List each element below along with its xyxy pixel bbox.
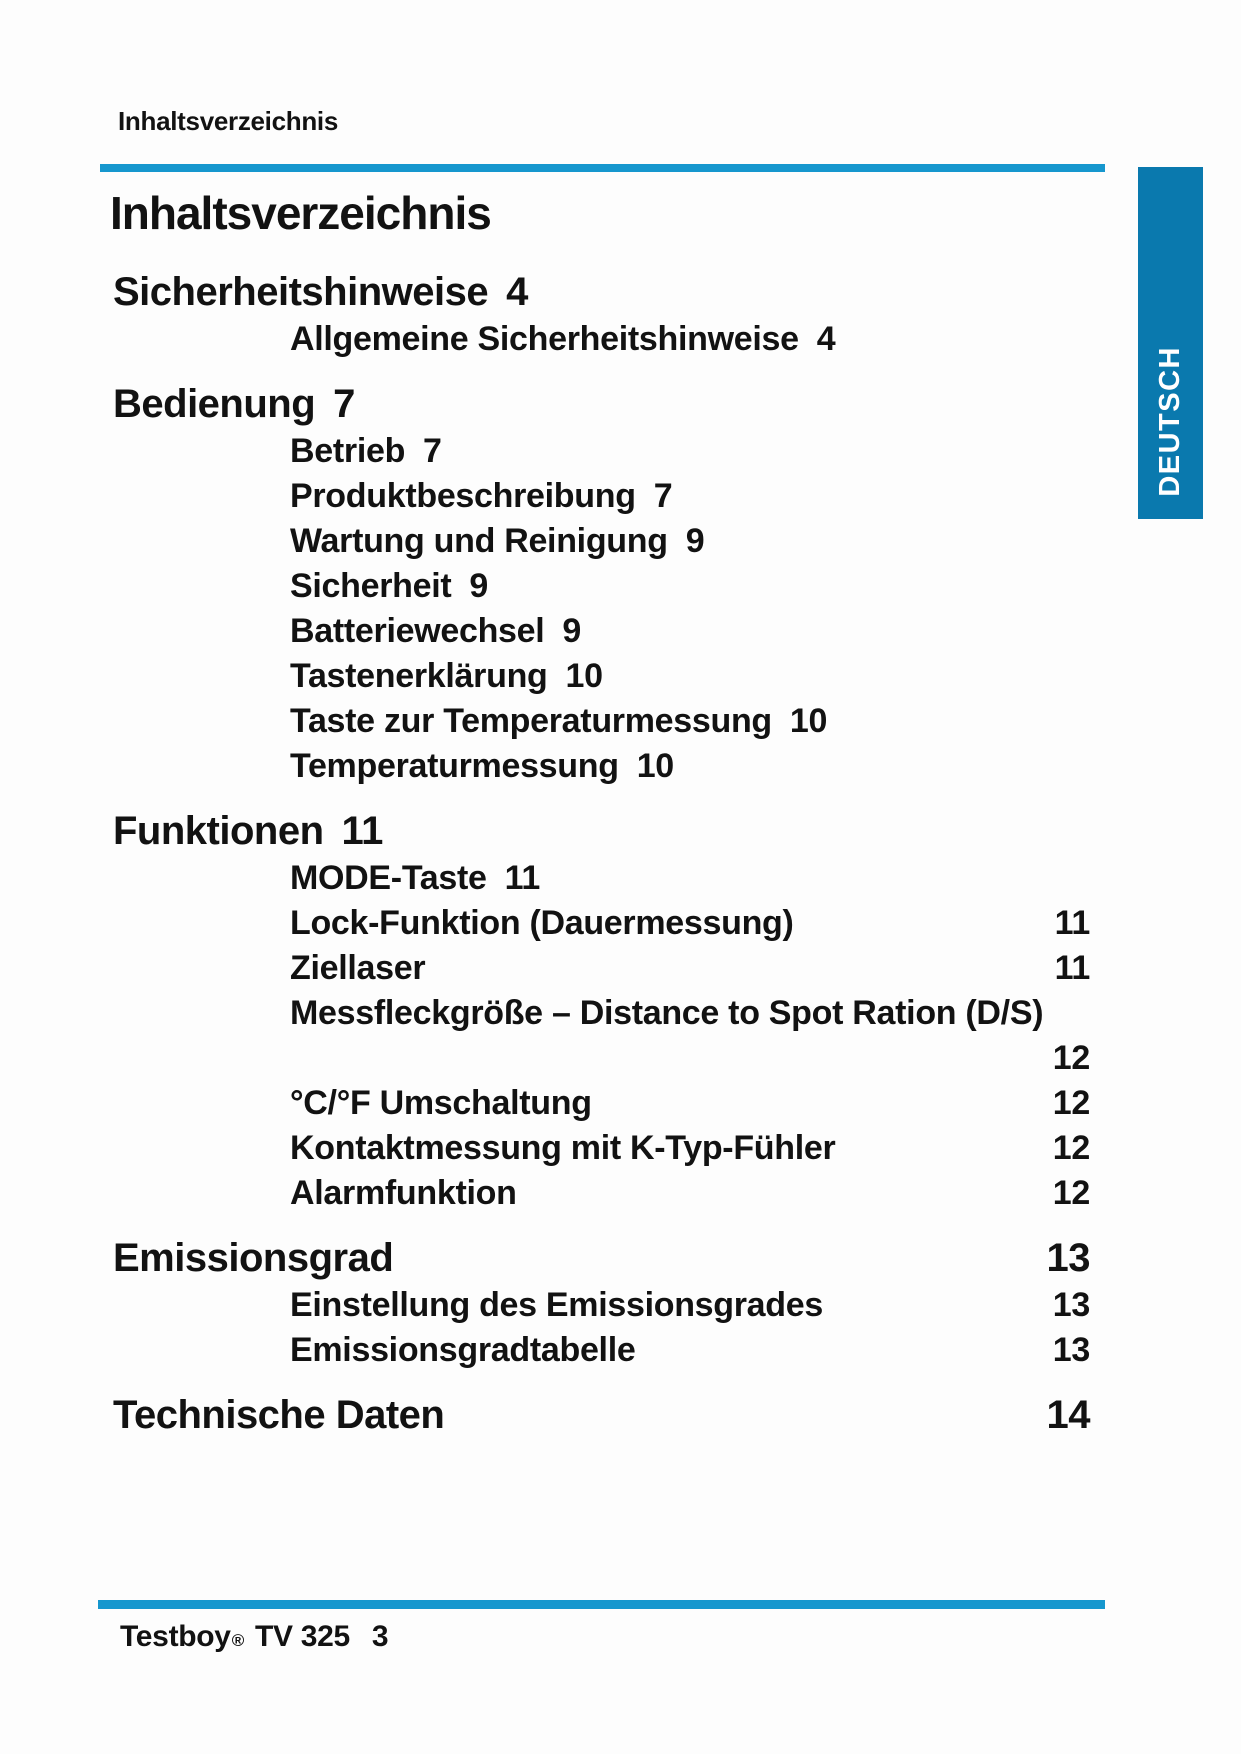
toc-entry-page: 12 [1052, 1084, 1091, 1122]
toc-entry-page: 12 [1052, 1039, 1091, 1077]
toc-entry: Ziellaser 11 [113, 946, 1090, 991]
toc-entry-label: °C/°F Umschaltung [290, 1084, 592, 1122]
toc-entry-page: 11 [1054, 949, 1091, 987]
toc-entry-label: Produktbeschreibung [290, 477, 636, 515]
toc-entry: Batteriewechsel 9 [113, 609, 1090, 654]
running-header-title: Inhaltsverzeichnis [118, 106, 339, 136]
toc-entry-page: 10 [789, 702, 828, 740]
toc-entry-page: 9 [685, 522, 705, 560]
toc-entry-label: Lock-Funktion (Dauermessung) [290, 904, 794, 942]
toc-entry: Tastenerklärung 10 [113, 654, 1090, 699]
toc-entry-label: Temperaturmessung [290, 747, 619, 785]
footer-page-number: 3 [371, 1620, 389, 1653]
header-rule [100, 164, 1105, 172]
toc-entry: Betrieb 7 [113, 429, 1090, 474]
registered-trademark-mark: ® [231, 1631, 245, 1650]
toc-entry-label: Einstellung des Emissionsgrades [290, 1286, 823, 1324]
toc-entry: Funktionen 11 [113, 806, 1090, 856]
toc-entry-page: 7 [423, 432, 442, 470]
toc-entry-page: 11 [341, 808, 384, 853]
toc-entry: MODE-Taste 11 [113, 856, 1090, 901]
toc-entry-page: 9 [562, 612, 582, 650]
toc-list: Sicherheitshinweise 4 Allgemeine Sicherhei… [113, 267, 1090, 1440]
toc-entry-page: 12 [1052, 1174, 1091, 1212]
toc-entry-page: 14 [1046, 1392, 1091, 1437]
toc-entry: Kontaktmessung mit K-Typ-Fühler 12 [113, 1126, 1090, 1171]
toc-entry-label: Funktionen [113, 808, 324, 853]
footer-model: TV 325 [254, 1620, 350, 1653]
toc-entry-label: Betrieb [290, 432, 406, 470]
toc-entry: Allgemeine Sicherheitshinweise 4 [113, 317, 1090, 362]
toc-entry-page: 4 [816, 320, 836, 358]
toc-entry-label: MODE-Taste [290, 859, 487, 897]
toc-entry-label: Technische Daten [113, 1392, 445, 1437]
page-title: Inhaltsverzeichnis [110, 187, 492, 239]
toc-entry-label: Bedienung [113, 381, 316, 426]
toc-entry-label: Batteriewechsel [290, 612, 545, 650]
footer: Testboy ® TV 325 3 [120, 1620, 389, 1654]
toc-entry: Sicherheitshinweise 4 [113, 267, 1090, 317]
toc-entry: Alarmfunktion 12 [113, 1171, 1090, 1216]
toc-entry-label: Kontaktmessung mit K-Typ-Fühler [290, 1129, 836, 1167]
toc-entry-label: Alarmfunktion [290, 1174, 517, 1212]
toc-entry-page: 7 [333, 381, 355, 426]
toc-entry-page: 11 [504, 859, 541, 897]
toc-entry-page: 10 [565, 657, 604, 695]
toc-entry: Produktbeschreibung 7 [113, 474, 1090, 519]
toc-entry: Temperaturmessung 10 [113, 744, 1090, 789]
toc-entry-page: 9 [469, 567, 488, 605]
footer-brand: Testboy [120, 1620, 231, 1653]
toc-entry-label: Tastenerklärung [290, 657, 548, 695]
toc-entry: °C/°F Umschaltung 12 [113, 1081, 1090, 1126]
toc-entry-page: 13 [1052, 1286, 1091, 1324]
language-tab: DEUTSCH [1138, 167, 1203, 519]
footer-rule [98, 1600, 1105, 1609]
toc-entry-page: 13 [1046, 1235, 1091, 1280]
toc-entry: Wartung und Reinigung 9 [113, 519, 1090, 564]
toc-entry-page: 13 [1052, 1331, 1091, 1369]
toc-entry: Messfleckgröße – Distance to Spot Ration… [113, 991, 1090, 1036]
toc-entry-label: Ziellaser [290, 949, 426, 987]
toc-entry-label: Emissionsgrad [113, 1235, 394, 1280]
toc-entry-label: Emissionsgradtabelle [290, 1331, 636, 1369]
toc-entry: Technische Daten 14 [113, 1390, 1090, 1440]
language-tab-label: DEUTSCH [1154, 346, 1186, 497]
toc-entry: Einstellung des Emissionsgrades 13 [113, 1283, 1090, 1328]
toc-entry-page: 12 [1052, 1129, 1091, 1167]
toc-entry-page: 10 [636, 747, 675, 785]
toc-entry: Sicherheit 9 [113, 564, 1090, 609]
toc-entry: Bedienung 7 [113, 379, 1090, 429]
toc-entry: Emissionsgradtabelle 13 [113, 1328, 1090, 1373]
toc-entry: Emissionsgrad 13 [113, 1233, 1090, 1283]
toc-entry-label: Sicherheit [290, 567, 452, 605]
toc-entry-label: Allgemeine Sicherheitshinweise [290, 320, 799, 358]
toc-entry-page-continuation: 12 [113, 1036, 1091, 1081]
running-header: Inhaltsverzeichnis [118, 106, 338, 137]
toc-entry-page: 7 [653, 477, 673, 515]
toc-entry-label: Messfleckgröße – Distance to Spot Ration… [290, 994, 1044, 1032]
toc-entry: Lock-Funktion (Dauermessung) 11 [113, 901, 1090, 946]
toc-entry-label: Taste zur Temperaturmessung [290, 702, 772, 740]
toc-entry-page: 4 [506, 269, 528, 314]
toc-entry-label: Sicherheitshinweise [113, 269, 489, 314]
toc-entry-label: Wartung und Reinigung [290, 522, 668, 560]
toc-entry-page: 11 [1054, 904, 1091, 942]
toc-entry: Taste zur Temperaturmessung 10 [113, 699, 1090, 744]
